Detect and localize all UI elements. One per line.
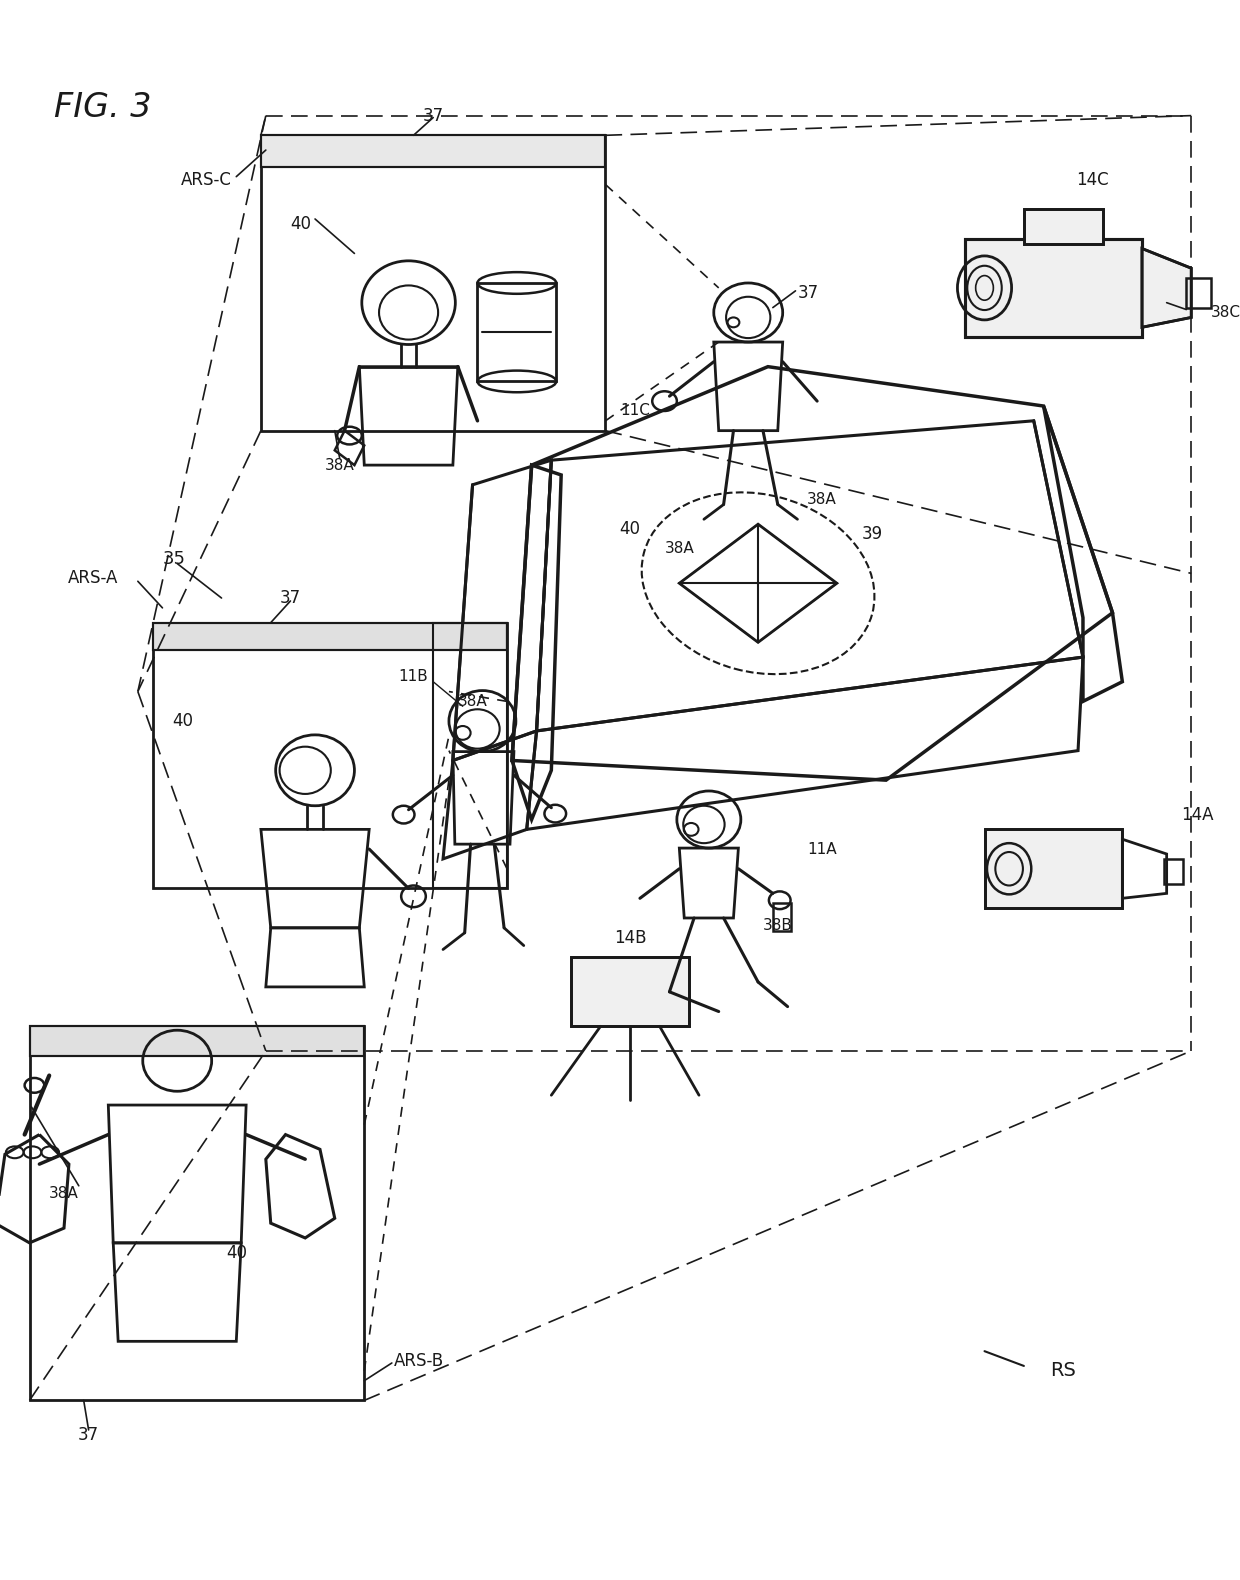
Text: 14B: 14B [614, 929, 646, 946]
Text: 37: 37 [423, 106, 444, 125]
Text: 38A: 38A [50, 1187, 79, 1201]
Text: 40: 40 [620, 520, 641, 539]
Bar [433, 623, 507, 888]
Text: 40: 40 [172, 713, 193, 730]
Text: ARS-B: ARS-B [394, 1352, 444, 1370]
Bar [985, 830, 1122, 908]
Bar [1024, 209, 1102, 243]
Text: 38C: 38C [1211, 305, 1240, 321]
Text: 37: 37 [797, 284, 818, 302]
Text: RS: RS [1050, 1362, 1076, 1381]
Bar [153, 623, 507, 888]
Bar [965, 239, 1142, 337]
Text: 38A: 38A [458, 694, 487, 709]
Text: 37: 37 [78, 1425, 99, 1444]
Bar [153, 623, 507, 651]
Bar [153, 623, 507, 651]
Bar [1187, 278, 1211, 308]
Polygon shape [1142, 248, 1192, 327]
Text: 11C: 11C [620, 403, 650, 419]
Text: 14C: 14C [1076, 171, 1109, 188]
Bar [1024, 209, 1102, 243]
Text: ARS-C: ARS-C [181, 171, 232, 188]
Text: 38A: 38A [665, 542, 694, 556]
Text: 37: 37 [280, 589, 301, 607]
Text: 14A: 14A [1182, 806, 1214, 823]
Bar [1163, 860, 1183, 883]
Text: 40: 40 [227, 1243, 248, 1262]
Bar [965, 239, 1142, 337]
Bar [30, 1027, 365, 1055]
Bar [477, 283, 557, 381]
Text: 38A: 38A [325, 458, 355, 472]
Bar [30, 1027, 365, 1400]
Text: ARS-A: ARS-A [68, 569, 118, 588]
Text: 38A: 38A [807, 491, 837, 507]
Text: 11B: 11B [398, 670, 428, 684]
Text: FIG. 3: FIG. 3 [55, 92, 151, 123]
Bar [260, 136, 605, 431]
Bar [30, 1027, 365, 1055]
Text: 40: 40 [290, 215, 311, 232]
Bar [570, 957, 689, 1027]
Text: 35: 35 [162, 550, 186, 567]
Text: 38B: 38B [763, 918, 792, 934]
Bar [773, 904, 791, 931]
Text: 39: 39 [862, 525, 883, 544]
Text: 11A: 11A [807, 842, 837, 856]
Bar [985, 830, 1122, 908]
Bar [570, 957, 689, 1027]
Bar [260, 136, 605, 167]
Bar [260, 136, 605, 167]
